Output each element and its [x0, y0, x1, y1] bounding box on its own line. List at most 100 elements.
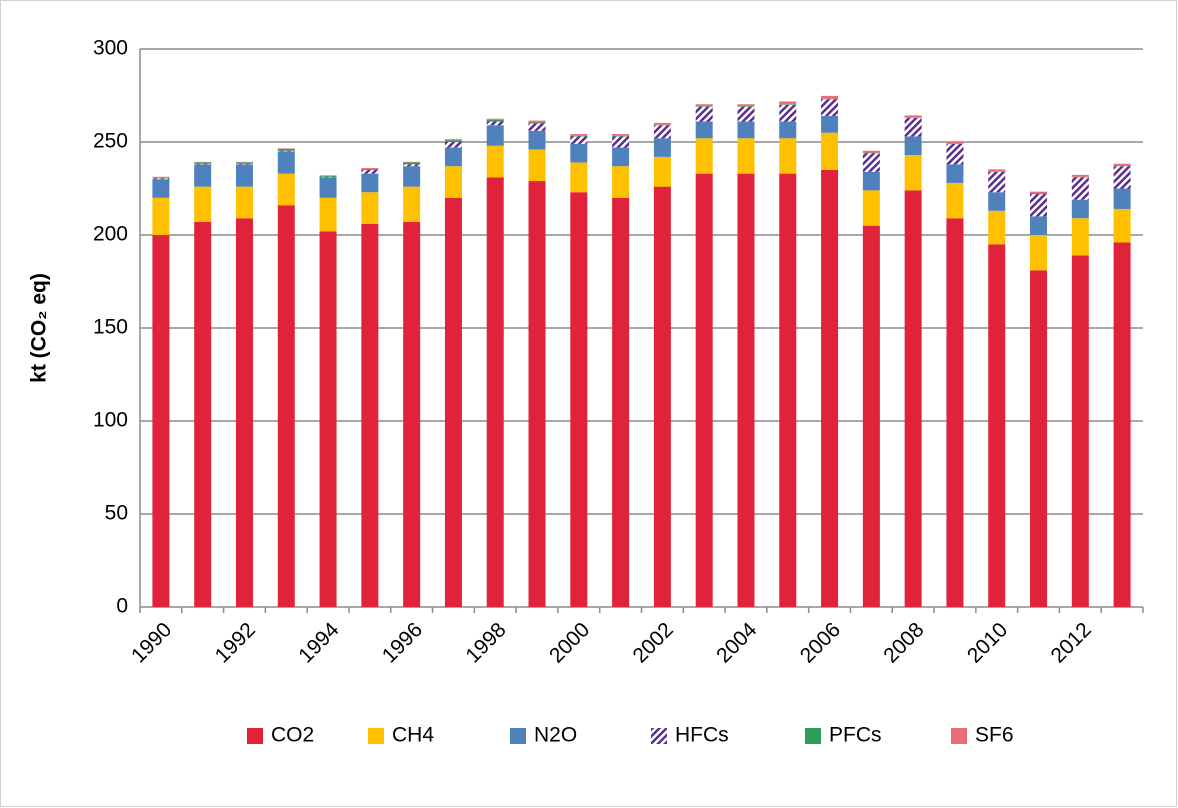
bar-segment	[486, 177, 504, 607]
bar-segment	[653, 186, 671, 607]
bar-segment	[988, 171, 1006, 172]
bar-segment	[862, 150, 880, 153]
bar-segment	[528, 149, 546, 182]
bar-segment	[821, 99, 839, 116]
bar-segment	[444, 140, 462, 142]
bar-segment	[1113, 188, 1131, 209]
bar-segment	[988, 169, 1006, 172]
bar-segment	[444, 147, 462, 167]
bar-segment	[904, 155, 922, 191]
bar-segment	[1030, 235, 1048, 271]
bar-segment	[946, 141, 964, 144]
bar-segment	[653, 124, 671, 126]
bar-segment	[528, 130, 546, 150]
bar-segment	[862, 153, 880, 172]
bar-segment	[152, 176, 170, 178]
bar-segment	[277, 151, 295, 174]
bar-segment	[779, 101, 797, 105]
bar-segment	[946, 182, 964, 219]
bar-segment	[737, 138, 755, 174]
bar-segment	[904, 190, 922, 608]
bar-segment	[403, 166, 421, 187]
bar-segment	[235, 162, 253, 164]
bar-segment	[1071, 174, 1089, 177]
bar-segment	[361, 168, 379, 169]
bar-segment	[779, 138, 797, 174]
bar-segment	[737, 104, 755, 107]
bar-segment	[194, 221, 212, 608]
y-tick-label: 150	[93, 316, 128, 339]
bar-segment	[1030, 191, 1048, 194]
bar-segment	[904, 115, 922, 118]
bar-segment	[570, 143, 588, 163]
y-tick-label: 50	[105, 502, 128, 525]
bar-segment	[194, 186, 212, 222]
bar-segment	[528, 181, 546, 607]
bar-segment	[570, 135, 588, 137]
y-tick-label: 0	[116, 595, 128, 618]
bar-segment	[779, 173, 797, 607]
bar-segment	[486, 121, 504, 126]
bar-segment	[1113, 208, 1131, 243]
bar-segment	[444, 142, 462, 148]
bar-segment	[695, 104, 713, 107]
legend-swatch	[951, 728, 967, 744]
bar-segment	[570, 162, 588, 193]
bar-segment	[361, 169, 379, 174]
bar-segment	[946, 164, 964, 183]
bar-segment	[235, 218, 253, 607]
bar-segment	[235, 186, 253, 219]
bar-segment	[695, 121, 713, 139]
legend-swatch	[651, 728, 667, 744]
bar-segment	[486, 145, 504, 178]
bar-segment	[361, 223, 379, 607]
bar-segment	[277, 148, 295, 151]
y-tick-label: 250	[93, 130, 128, 153]
bar-segment	[361, 168, 379, 170]
bar-segment	[403, 186, 421, 222]
legend-swatch	[368, 728, 384, 744]
bar-segment	[695, 173, 713, 607]
bar-segment	[152, 179, 170, 198]
bar-segment	[988, 192, 1006, 211]
bar-segment	[946, 143, 964, 165]
bar-segment	[988, 210, 1006, 245]
bar-segment	[779, 104, 797, 122]
bar-segment	[612, 136, 630, 148]
bar-segment	[737, 106, 755, 107]
bar-segment	[235, 164, 253, 187]
bar-segment	[319, 176, 337, 178]
bar-segment	[444, 197, 462, 608]
bar-segment	[1113, 165, 1131, 167]
legend-label: CO2	[271, 724, 314, 747]
bar-segment	[946, 143, 964, 144]
bar-segment	[904, 136, 922, 156]
bar-segment	[570, 136, 588, 144]
bar-segment	[570, 134, 588, 136]
bar-segment	[570, 192, 588, 607]
bar-segment	[444, 166, 462, 198]
bar-segment	[194, 163, 212, 165]
bar-segment	[988, 171, 1006, 193]
bar-segment	[821, 115, 839, 133]
bar-segment	[528, 123, 546, 131]
bar-segment	[821, 98, 839, 100]
bar-segment	[1071, 255, 1089, 607]
y-tick-label: 100	[93, 409, 128, 432]
bar-segment	[821, 169, 839, 607]
bar-segment	[612, 134, 630, 136]
bar-segment	[695, 138, 713, 174]
bar-segment	[862, 171, 880, 191]
bar-segment	[194, 162, 212, 164]
bar-segment	[653, 122, 671, 125]
legend-swatch	[805, 728, 821, 744]
bar-segment	[152, 177, 170, 179]
bar-segment	[1113, 163, 1131, 166]
bar-segment	[152, 197, 170, 235]
bar-segment	[486, 125, 504, 146]
bar-segment	[988, 244, 1006, 608]
bar-segment	[528, 122, 546, 124]
bar-segment	[403, 164, 421, 167]
bar-segment	[1030, 193, 1048, 195]
